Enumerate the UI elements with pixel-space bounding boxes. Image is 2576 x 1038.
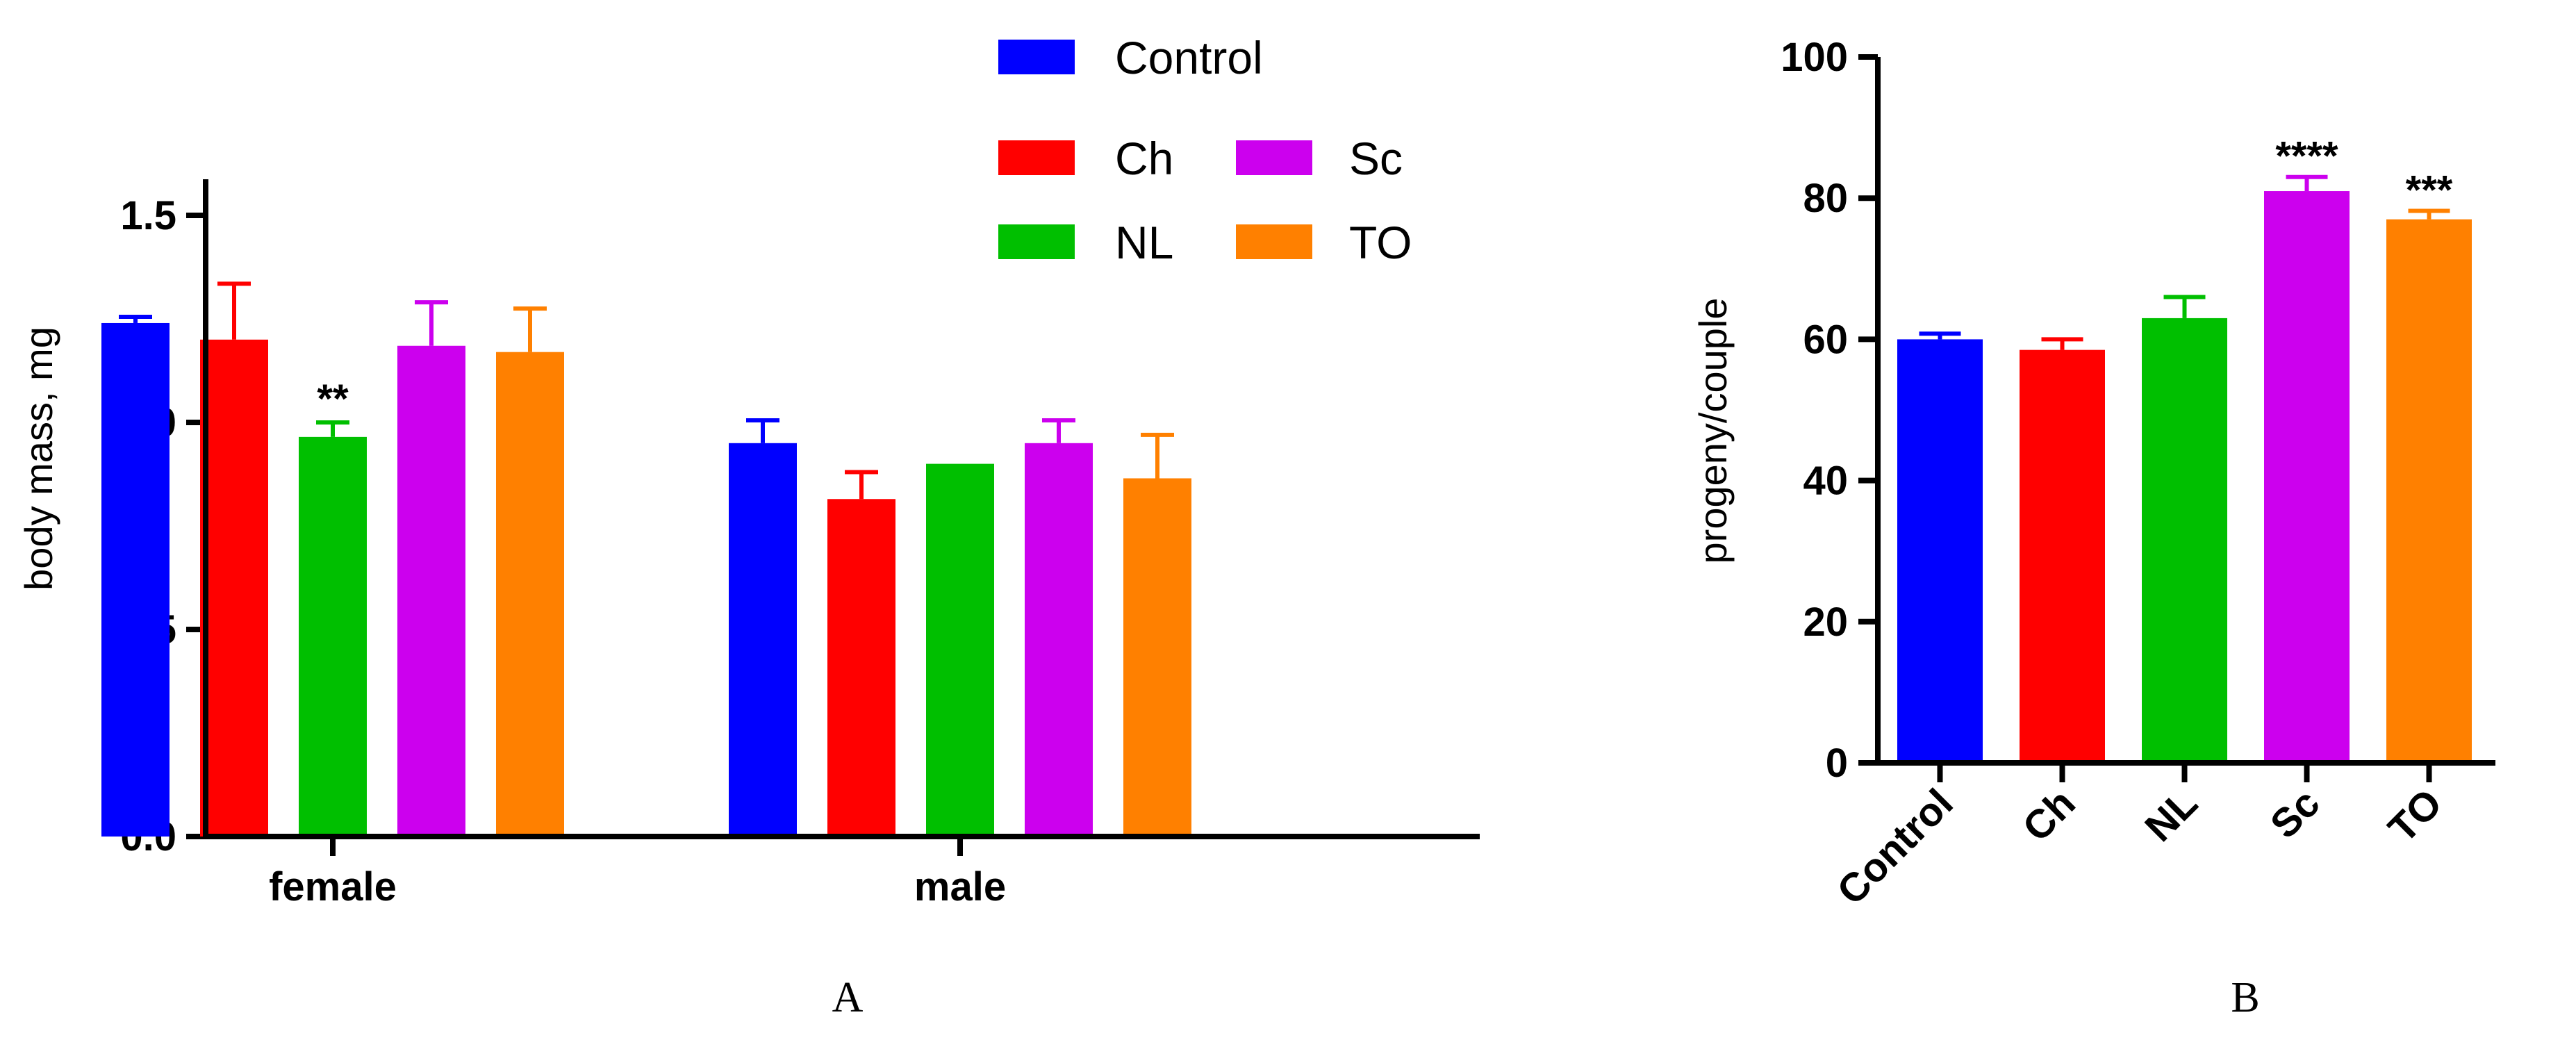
panel-b-significance-to: *** xyxy=(2406,167,2453,213)
legend-swatch-control xyxy=(998,40,1075,74)
panel-b-bar-nl xyxy=(2142,318,2227,763)
panel-a-bar-male-control xyxy=(729,443,797,837)
legend-label-ch: Ch xyxy=(1115,133,1173,184)
legend-label-control: Control xyxy=(1115,32,1263,83)
panel-b-significance-sc: **** xyxy=(2275,134,2338,179)
legend-label-sc: Sc xyxy=(1349,133,1403,184)
panel-b-y-tick-label: 20 xyxy=(1803,600,1848,645)
panel-a-bar-female-ch xyxy=(200,339,268,837)
panel-b-x-label-ch: Ch xyxy=(2014,780,2084,850)
panel-label-a: A xyxy=(832,974,864,1021)
panel-a-bar-female-sc xyxy=(397,345,465,837)
panel-a-y-tick-label: 1.5 xyxy=(120,193,176,238)
panel-a-y-axis-label: body mass, mg xyxy=(17,327,60,591)
panel-b-x-label-nl: NL xyxy=(2136,780,2206,850)
panel-label-b: B xyxy=(2231,974,2259,1021)
panel-b-y-tick-label: 0 xyxy=(1826,741,1848,786)
legend-label-to: TO xyxy=(1349,217,1412,268)
panel-b-x-label-sc: Sc xyxy=(2262,780,2329,847)
panel-b-x-label-control: Control xyxy=(1828,780,1962,914)
panel-b-y-tick-label: 100 xyxy=(1781,35,1848,80)
panel-b-x-label-to: TO xyxy=(2380,780,2451,851)
legend-swatch-ch xyxy=(998,140,1075,175)
panel-b-y-axis-label: progeny/couple xyxy=(1691,298,1735,564)
panel-a-x-label-male: male xyxy=(914,864,1006,909)
legend-swatch-sc xyxy=(1236,140,1312,175)
panel-a-bar-female-to xyxy=(496,352,564,837)
panel-b-y-tick-label: 60 xyxy=(1803,317,1848,362)
legend-swatch-nl xyxy=(998,224,1075,259)
panel-a-bar-male-ch xyxy=(827,499,895,837)
panel-b-bar-control xyxy=(1897,339,1983,763)
panel-b-bar-to xyxy=(2386,219,2472,763)
panel-a-bar-female-control xyxy=(101,322,170,837)
panel-a-significance-female-nl: ** xyxy=(317,377,349,422)
panel-b-bar-ch xyxy=(2020,349,2105,763)
panel-a-bar-female-nl xyxy=(299,436,367,837)
panel-b-y-tick-label: 80 xyxy=(1803,176,1848,221)
panel-a-bar-male-sc xyxy=(1025,443,1093,837)
panel-b-y-tick-label: 40 xyxy=(1803,459,1848,504)
legend: Control Ch Sc NL TO xyxy=(998,32,1412,268)
panel-a-bar-male-nl xyxy=(926,463,994,837)
panel-b-bar-sc xyxy=(2264,191,2350,763)
legend-label-nl: NL xyxy=(1115,217,1173,268)
panel-a-bar-male-to xyxy=(1123,478,1191,837)
legend-swatch-to xyxy=(1236,224,1312,259)
panel-a-x-label-female: female xyxy=(269,864,397,909)
